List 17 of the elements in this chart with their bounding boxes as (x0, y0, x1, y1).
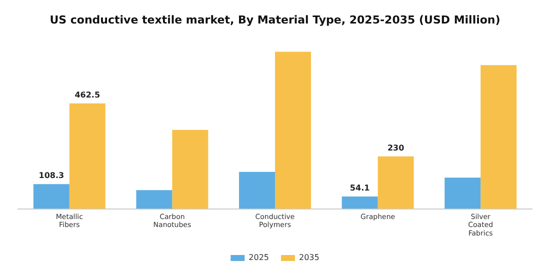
data-label: 108.3 (38, 171, 64, 180)
legend-label: 2025 (248, 253, 269, 262)
data-label: 54.1 (350, 184, 370, 193)
legend-label: 2035 (299, 253, 320, 262)
bar (444, 178, 481, 209)
bar (172, 130, 208, 209)
chart-title: US conductive textile market, By Material Type, 2025-2035 (USD Million) (50, 13, 500, 26)
bar (275, 52, 311, 209)
data-label: 462.5 (74, 90, 100, 100)
bar (136, 190, 172, 209)
bar (239, 172, 275, 209)
bar (480, 65, 517, 209)
bar (69, 103, 106, 209)
bar (33, 184, 70, 209)
bar (342, 196, 378, 209)
data-label: 230 (387, 143, 405, 152)
bar (378, 156, 414, 209)
